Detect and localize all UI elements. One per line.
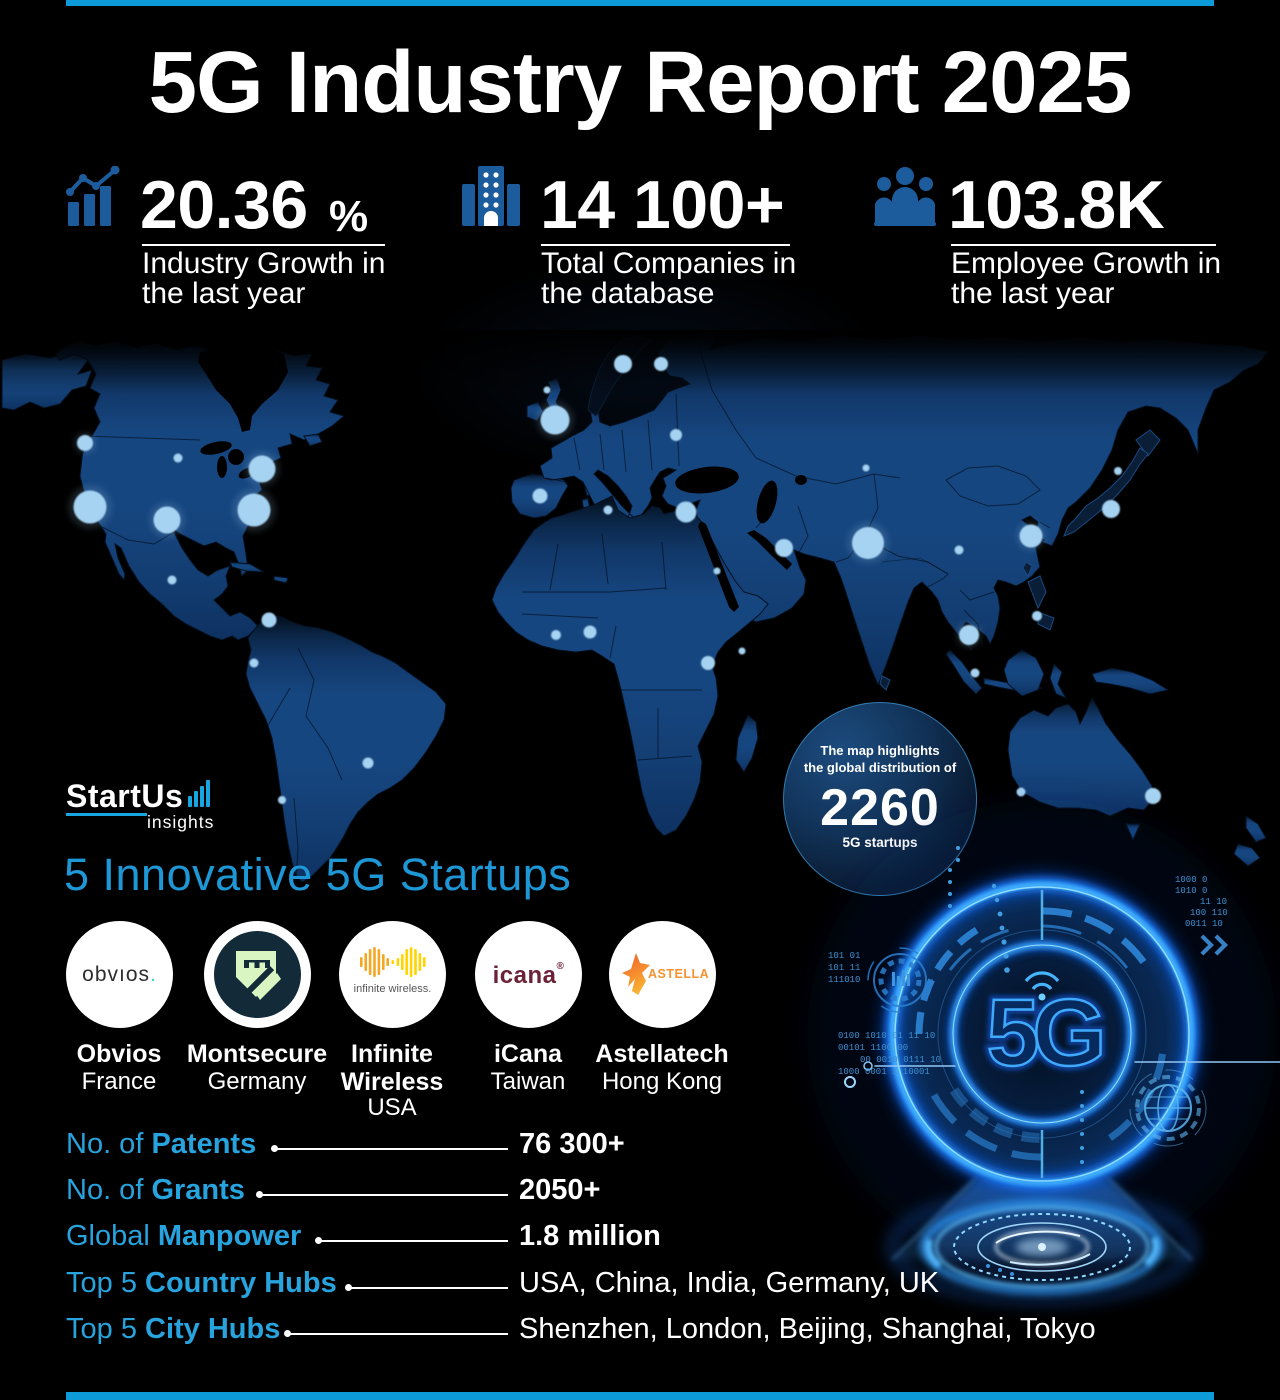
svg-text:100 110: 100 110 bbox=[1190, 908, 1228, 918]
svg-text:1010 0: 1010 0 bbox=[1175, 886, 1207, 896]
svg-text:101 11: 101 11 bbox=[828, 963, 860, 973]
svg-text:111010: 111010 bbox=[828, 975, 860, 985]
svg-text:0011 10: 0011 10 bbox=[1185, 919, 1223, 929]
svg-text:101 01: 101 01 bbox=[828, 951, 860, 961]
svg-text:0100 1010 01 11 10: 0100 1010 01 11 10 bbox=[838, 1031, 935, 1041]
svg-text:00 0010 0111 10: 00 0010 0111 10 bbox=[860, 1055, 941, 1065]
svg-text:00101 1100 00: 00101 1100 00 bbox=[838, 1043, 908, 1053]
svg-text:1000 0: 1000 0 bbox=[1175, 875, 1207, 885]
svg-text:5G: 5G bbox=[987, 980, 1101, 1086]
svg-text:1000 0001 1 10001: 1000 0001 1 10001 bbox=[838, 1067, 930, 1077]
svg-text:5G: 5G bbox=[987, 980, 1101, 1086]
svg-text:11 10: 11 10 bbox=[1200, 897, 1227, 907]
